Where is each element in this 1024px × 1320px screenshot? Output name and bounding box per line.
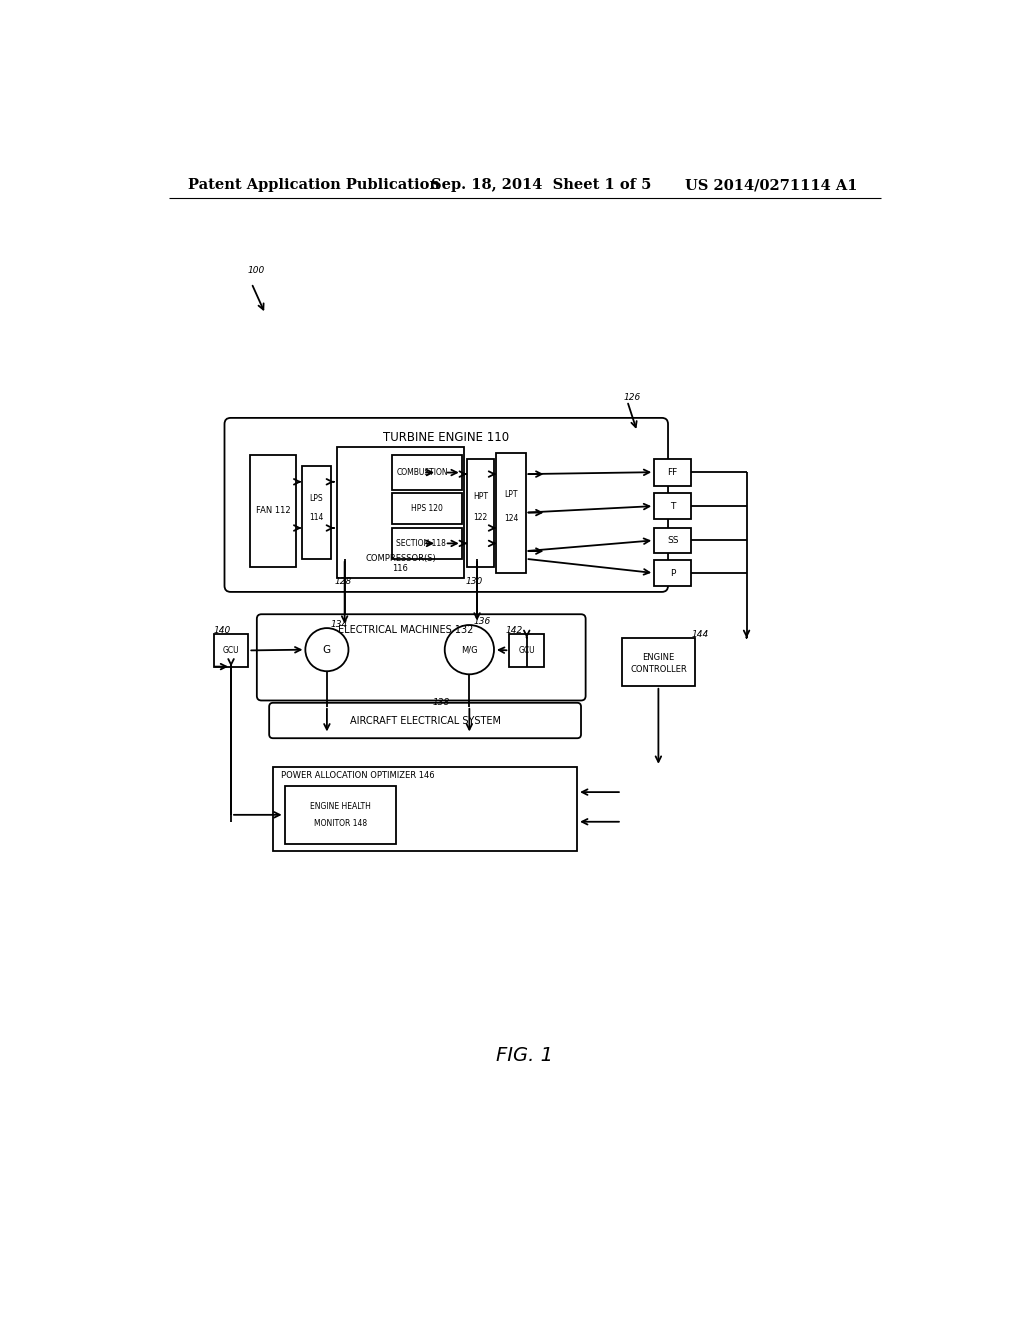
FancyBboxPatch shape (224, 418, 668, 591)
Text: SECTION 118: SECTION 118 (396, 539, 446, 548)
Text: Patent Application Publication: Patent Application Publication (188, 178, 440, 193)
FancyBboxPatch shape (285, 785, 396, 843)
Text: 122: 122 (473, 513, 487, 523)
Text: FIG. 1: FIG. 1 (497, 1045, 553, 1065)
FancyBboxPatch shape (497, 453, 525, 573)
Text: 128: 128 (335, 577, 352, 586)
FancyBboxPatch shape (654, 459, 691, 486)
Text: FAN 112: FAN 112 (256, 506, 291, 515)
Text: SS: SS (667, 536, 678, 545)
Text: MONITOR 148: MONITOR 148 (313, 818, 367, 828)
Text: HPS 120: HPS 120 (411, 504, 443, 513)
FancyBboxPatch shape (509, 635, 544, 667)
Text: 136: 136 (473, 616, 490, 626)
Text: Sep. 18, 2014  Sheet 1 of 5: Sep. 18, 2014 Sheet 1 of 5 (431, 178, 651, 193)
Text: 140: 140 (214, 626, 231, 635)
FancyBboxPatch shape (301, 466, 331, 558)
Text: T: T (670, 502, 675, 511)
Circle shape (444, 626, 494, 675)
FancyBboxPatch shape (622, 638, 695, 686)
Text: P: P (670, 569, 675, 578)
Text: 124: 124 (504, 513, 518, 523)
Text: 116: 116 (392, 565, 409, 573)
Text: HPT: HPT (473, 492, 488, 500)
Text: LPT: LPT (504, 490, 518, 499)
Text: ENGINE: ENGINE (642, 652, 675, 661)
FancyBboxPatch shape (273, 767, 578, 851)
Text: 144: 144 (691, 630, 709, 639)
FancyBboxPatch shape (392, 494, 462, 524)
FancyBboxPatch shape (467, 459, 494, 566)
Text: POWER ALLOCATION OPTIMIZER 146: POWER ALLOCATION OPTIMIZER 146 (281, 771, 434, 780)
FancyBboxPatch shape (257, 614, 586, 701)
Circle shape (305, 628, 348, 671)
Text: G: G (323, 644, 331, 655)
FancyBboxPatch shape (392, 528, 462, 558)
FancyBboxPatch shape (269, 702, 581, 738)
Text: 114: 114 (309, 512, 324, 521)
FancyBboxPatch shape (654, 528, 691, 553)
Text: 142: 142 (506, 626, 523, 635)
FancyBboxPatch shape (654, 494, 691, 519)
Text: LPS: LPS (309, 494, 323, 503)
Text: 138: 138 (433, 698, 450, 708)
Text: FF: FF (668, 467, 678, 477)
FancyBboxPatch shape (337, 447, 464, 578)
FancyBboxPatch shape (654, 561, 691, 586)
Text: ELECTRICAL MACHINES 132: ELECTRICAL MACHINES 132 (338, 624, 473, 635)
Text: 134: 134 (331, 620, 348, 628)
Text: ENGINE HEALTH: ENGINE HEALTH (310, 801, 371, 810)
Text: COMPRESSOR(S): COMPRESSOR(S) (366, 554, 436, 564)
Text: 126: 126 (624, 392, 641, 401)
FancyBboxPatch shape (250, 455, 296, 566)
Text: COMBUSTION: COMBUSTION (396, 467, 447, 477)
Text: GCU: GCU (223, 645, 240, 655)
Text: M/G: M/G (461, 645, 477, 655)
Text: GCU: GCU (518, 645, 535, 655)
FancyBboxPatch shape (392, 455, 462, 490)
Text: CONTROLLER: CONTROLLER (630, 665, 687, 673)
Text: TURBINE ENGINE 110: TURBINE ENGINE 110 (383, 432, 509, 445)
Text: 130: 130 (466, 577, 482, 586)
Text: 100: 100 (248, 267, 265, 276)
FancyBboxPatch shape (214, 635, 249, 667)
Text: AIRCRAFT ELECTRICAL SYSTEM: AIRCRAFT ELECTRICAL SYSTEM (349, 715, 501, 726)
Text: US 2014/0271114 A1: US 2014/0271114 A1 (685, 178, 857, 193)
